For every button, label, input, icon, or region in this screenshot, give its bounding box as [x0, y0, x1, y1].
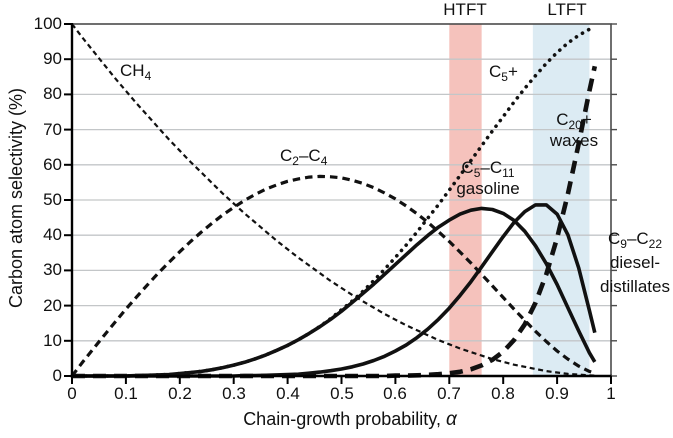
x-tick-label-0.5: 0.5 [330, 384, 354, 403]
x-tick-label-0.9: 0.9 [545, 384, 569, 403]
y-tick-label-30: 30 [43, 260, 62, 279]
x-tick-label-0.1: 0.1 [114, 384, 138, 403]
band-label-htft: HTFT [443, 0, 487, 19]
band-label-ltft: LTFT [547, 0, 587, 19]
y-tick-label-70: 70 [43, 120, 62, 139]
y-tick-label-100: 100 [33, 14, 62, 33]
y-axis-title: Carbon atom selectivity (%) [6, 87, 26, 309]
curve-label-c2c4: C2–C4 [280, 146, 328, 168]
series-c9-c22-diesel-distillates [72, 203, 597, 378]
y-tick-label-20: 20 [43, 296, 62, 315]
x-axis-title: Chain-growth probability, α [243, 409, 457, 430]
x-tick-label-0.4: 0.4 [276, 384, 300, 403]
x-tick-label-0.2: 0.2 [168, 384, 192, 403]
curve-label-c20plus-waxes: C20+ waxes [549, 110, 599, 150]
x-tick-label-0.7: 0.7 [437, 384, 461, 403]
y-tick-label-10: 10 [43, 331, 62, 350]
series-ch4 [71, 23, 595, 377]
series-c5-c11-gasoline [72, 206, 597, 378]
x-tick-label-0.8: 0.8 [491, 384, 515, 403]
curve-label-c5c11-gasoline: C5–C11 gasoline [456, 158, 520, 198]
alpha-symbol: α [445, 409, 457, 430]
series-c5- [70, 24, 597, 378]
y-tick-label-40: 40 [43, 225, 62, 244]
curve-label-ch4-text: CH [120, 61, 145, 80]
x-tick-label-0.6: 0.6 [383, 384, 407, 403]
y-tick-label-50: 50 [43, 190, 62, 209]
curve-label-c9c22-diesel: C9–C22 diesel- distillates [600, 229, 670, 296]
x-tick-label-1: 1 [606, 384, 616, 403]
y-tick-label-80: 80 [43, 84, 62, 103]
x-tick-label-0: 0 [67, 384, 77, 403]
curve-label-ch4: CH4 [120, 61, 152, 83]
series-c2-c4 [70, 174, 596, 377]
curve-label-c5plus: C5+ [489, 62, 518, 84]
x-tick-label-0.3: 0.3 [222, 384, 246, 403]
y-tick-label-60: 60 [43, 155, 62, 174]
y-tick-label-90: 90 [43, 49, 62, 68]
y-tick-label-0: 0 [52, 366, 62, 385]
